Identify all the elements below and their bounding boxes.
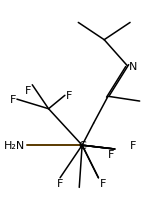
Text: F: F [107, 149, 114, 159]
Text: F: F [99, 178, 106, 188]
Text: F: F [10, 95, 16, 105]
Text: H₂N: H₂N [4, 140, 25, 150]
Text: F: F [66, 91, 72, 101]
Text: F: F [57, 178, 63, 188]
Text: N: N [129, 61, 138, 71]
Text: F: F [130, 140, 136, 150]
Text: C: C [78, 140, 86, 150]
Text: F: F [25, 85, 31, 95]
